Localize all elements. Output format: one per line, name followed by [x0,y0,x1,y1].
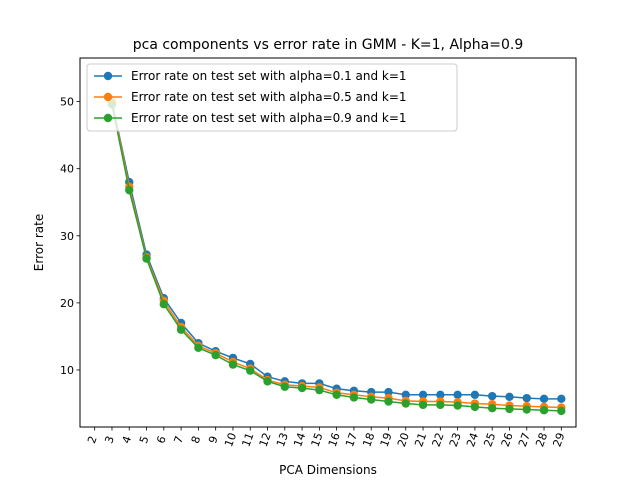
legend-item: Error rate on test set with alpha=0.5 an… [94,90,407,104]
x-tick-label: 27 [516,431,533,449]
x-tick-label: 14 [291,431,308,449]
x-tick-label: 18 [360,431,377,449]
data-point [401,390,410,399]
data-point [470,402,480,412]
y-tick-label: 20 [60,297,74,310]
x-tick-label: 5 [137,434,152,445]
x-tick-label: 10 [222,431,239,449]
legend-label: Error rate on test set with alpha=0.5 an… [131,90,407,104]
data-point [125,185,134,195]
x-tick-label: 25 [481,431,498,449]
data-point [522,405,531,414]
data-point [453,401,462,410]
legend-marker [103,92,113,102]
data-point [297,383,307,393]
legend-marker [103,71,113,81]
x-tick-label: 16 [326,431,343,449]
data-point [487,404,497,413]
plot-area [107,97,566,416]
legend-label: Error rate on test set with alpha=0.9 an… [131,111,407,125]
legend-label: Error rate on test set with alpha=0.1 an… [131,69,407,83]
data-point [384,387,393,397]
x-tick-label: 13 [274,431,291,449]
data-point [176,325,186,334]
legend-marker [103,113,113,123]
legend-item: Error rate on test set with alpha=0.1 an… [94,69,407,83]
x-tick-label: 22 [430,431,447,449]
x-tick-label: 26 [499,431,516,449]
x-tick-label: 12 [257,431,274,449]
data-point [487,391,497,401]
data-point [453,390,462,399]
x-tick-label: 11 [239,431,256,449]
y-axis: 10 20 30 40 50 [60,96,80,377]
x-axis: 2 3 4 5 6 7 8 9 10 11 12 13 14 15 16 17 18 19 20 21 22 23 24 25… [85,427,568,449]
data-point [418,400,428,410]
data-point [539,406,549,415]
x-tick-label: 3 [102,434,117,445]
x-axis-label: PCA Dimensions [279,463,377,477]
data-point [280,382,289,391]
x-tick-label: 23 [447,431,464,449]
data-point [349,393,359,402]
y-tick-label: 50 [60,96,74,109]
axes-frame [79,57,577,428]
data-point [418,390,428,399]
data-point [539,394,549,404]
series-3 [107,100,566,416]
x-tick-label: 21 [412,431,429,449]
data-point [436,400,445,410]
data-point [246,366,255,375]
legend: Error rate on test set with alpha=0.1 an… [86,63,458,132]
data-point [557,406,566,416]
data-point [263,377,272,386]
y-tick-label: 10 [60,364,74,377]
data-point [505,392,514,402]
legend-item: Error rate on test set with alpha=0.9 an… [94,111,407,125]
x-tick-label: 20 [395,431,412,449]
x-tick-label: 28 [533,431,550,449]
x-tick-label: 6 [154,434,169,445]
x-tick-label: 8 [189,434,204,445]
data-point [142,254,151,263]
data-point [159,300,169,309]
x-tick-label: 24 [464,431,481,449]
data-point [228,360,238,369]
data-point [332,390,341,399]
legend-box [86,63,458,132]
data-point [557,394,566,404]
data-point [401,399,410,408]
x-tick-label: 17 [343,431,360,449]
x-tick-label: 7 [172,434,187,445]
data-point [367,395,376,404]
x-tick-label: 29 [551,431,568,449]
x-tick-label: 19 [378,431,395,449]
y-axis-label: Error rate [32,214,46,271]
x-tick-label: 15 [309,431,326,449]
data-point [194,343,203,353]
data-point [522,393,531,403]
y-tick-label: 30 [60,230,74,243]
data-point [211,351,220,360]
data-point [315,385,324,395]
y-tick-label: 40 [60,163,74,176]
x-tick-label: 2 [85,434,100,445]
data-point [470,390,480,399]
chart-title: pca components vs error rate in GMM - K=… [133,37,524,53]
data-point [384,397,393,406]
data-point [436,390,445,399]
data-point [505,404,514,414]
x-tick-label: 4 [120,434,135,445]
x-tick-label: 9 [206,434,221,445]
